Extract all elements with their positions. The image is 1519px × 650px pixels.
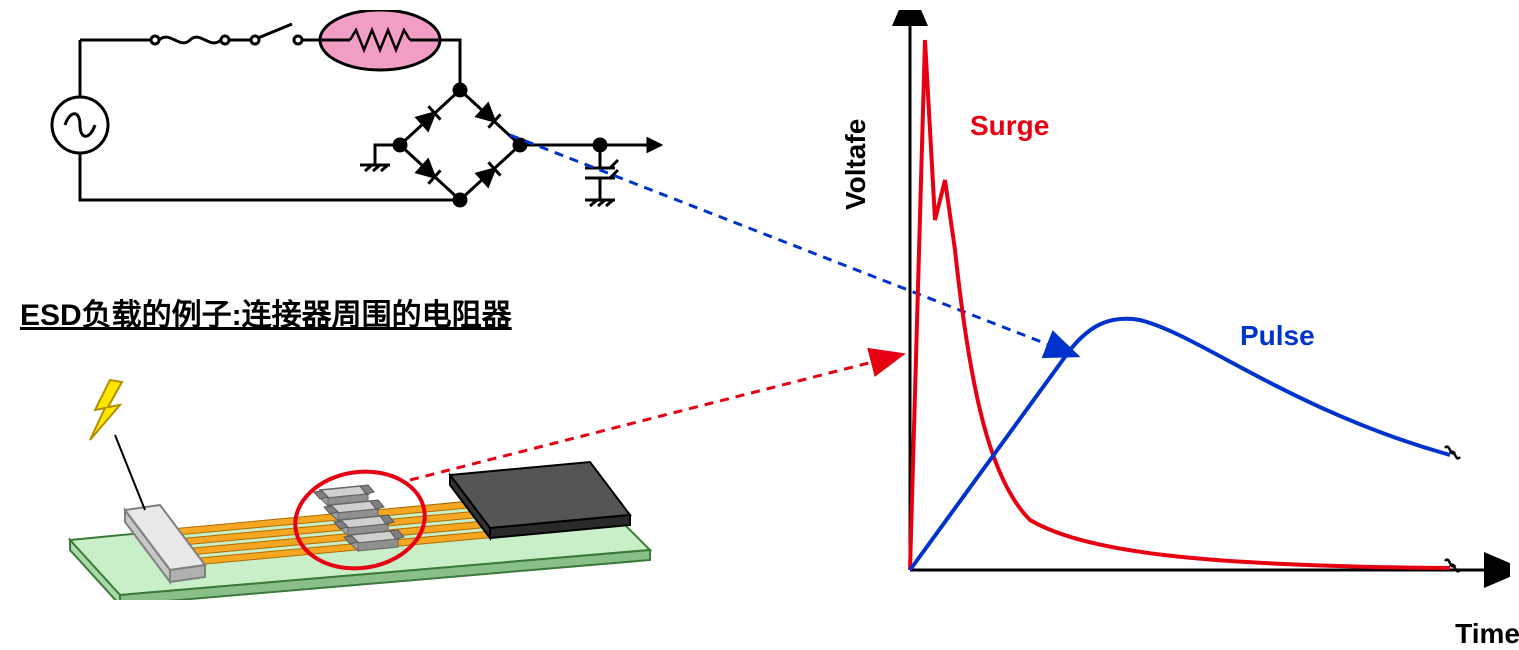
voltage-time-chart: Voltafe Time Surge Pulse: [870, 10, 1510, 620]
esd-caption: ESD负载的例子:连接器周围的电阻器: [20, 290, 512, 334]
surge-label: Surge: [970, 110, 1049, 142]
circuit-svg: [30, 10, 730, 240]
chart-svg: [870, 10, 1510, 610]
chart-xlabel: Time: [1455, 618, 1519, 650]
pcb-svg: [30, 360, 690, 600]
page: ESD负载的例子:连接器周围的电阻器: [0, 0, 1519, 627]
pulse-label: Pulse: [1240, 320, 1315, 352]
lightning-icon: [90, 380, 122, 440]
pcb-illustration: [30, 360, 690, 600]
chart-ylabel: Voltafe: [840, 119, 872, 210]
circuit-schematic: [30, 10, 730, 230]
